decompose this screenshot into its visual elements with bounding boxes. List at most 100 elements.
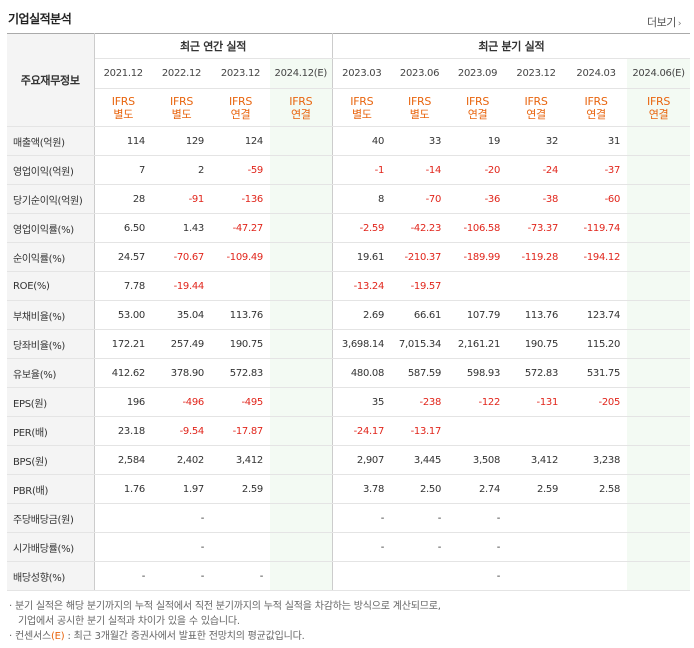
- row-label: PER(배): [7, 416, 95, 446]
- value-cell: 115.20: [565, 329, 628, 359]
- row-label: 당기순이익(억원): [7, 184, 95, 214]
- value-cell: 190.75: [507, 329, 566, 359]
- table-row: 당기순이익(억원) 28 -91 -136 8 -70 -36 -38 -60: [7, 184, 691, 214]
- value-cell: -47.27: [211, 213, 270, 243]
- value-cell: [565, 271, 628, 301]
- accounting-standard-header: IFRS 연결: [507, 88, 566, 127]
- value-cell: -: [152, 532, 211, 562]
- value-cell: -: [391, 532, 449, 562]
- accounting-standard-header: IFRS 연결: [211, 88, 270, 127]
- table-row: 당좌비율(%) 172.21 257.49 190.75 3,698.14 7,015.3…: [7, 329, 691, 359]
- table-row: PER(배) 23.18 -9.54 -17.87 -24.17 -13.17: [7, 416, 691, 446]
- value-cell: [627, 271, 691, 301]
- value-cell: 480.08: [332, 358, 392, 388]
- row-header-label: 주요재무정보: [7, 33, 95, 127]
- value-cell: [627, 445, 691, 475]
- value-cell: -70: [391, 184, 449, 214]
- value-cell: [627, 416, 691, 446]
- more-link[interactable]: 더보기 ›: [647, 14, 682, 30]
- value-cell: 2,584: [94, 445, 152, 475]
- more-link-label: 더보기: [647, 16, 676, 29]
- value-cell: 1.76: [94, 474, 152, 504]
- value-cell: [627, 358, 691, 388]
- value-cell: 2.74: [448, 474, 508, 504]
- value-cell: -: [448, 532, 508, 562]
- row-label: 영업이익(억원): [7, 155, 95, 185]
- value-cell: [627, 213, 691, 243]
- value-cell: -70.67: [152, 242, 211, 272]
- value-cell: -36: [448, 184, 508, 214]
- value-cell: -19.44: [152, 271, 211, 301]
- value-cell: 23.18: [94, 416, 152, 446]
- value-cell: -20: [448, 155, 508, 185]
- value-cell: -37: [565, 155, 628, 185]
- value-cell: -496: [152, 387, 211, 417]
- value-cell: -: [448, 503, 508, 533]
- row-label: 부채비율(%): [7, 300, 95, 330]
- value-cell: -17.87: [211, 416, 270, 446]
- value-cell: -24.17: [332, 416, 392, 446]
- table-row: ROE(%) 7.78 -19.44 -13.24 -19.57: [7, 271, 691, 301]
- value-cell: [565, 532, 628, 562]
- value-cell: [270, 329, 333, 359]
- row-label: 시가배당률(%): [7, 532, 95, 562]
- accounting-standard-header: IFRS 별도: [152, 88, 211, 127]
- value-cell: 6.50: [94, 213, 152, 243]
- value-cell: [627, 155, 691, 185]
- value-cell: 35: [332, 387, 392, 417]
- accounting-standard-header: IFRS 연결: [565, 88, 628, 127]
- value-cell: -42.23: [391, 213, 449, 243]
- period-header: 2024.12(E): [270, 58, 333, 89]
- value-cell: 1.43: [152, 213, 211, 243]
- standard-name: IFRS: [170, 94, 193, 108]
- standard-name: IFRS: [584, 94, 608, 108]
- value-cell: -194.12: [565, 242, 628, 272]
- note-consensus: · 컨센서스(E) : 최근 3개월간 증권사에서 발표한 전망치의 평균값입니…: [9, 629, 305, 644]
- value-cell: 572.83: [507, 358, 566, 388]
- value-cell: [270, 213, 333, 243]
- period-row: 2021.12 2022.12 2023.12 2024.12(E) 2023.03 20…: [7, 58, 691, 89]
- table-row: BPS(원) 2,584 2,402 3,412 2,907 3,445 3,508 3,41…: [7, 445, 691, 475]
- value-cell: -189.99: [448, 242, 508, 272]
- value-cell: [270, 271, 333, 301]
- note-consensus-prefix: · 컨센서스: [9, 631, 51, 642]
- consolidation-type: 연결: [586, 107, 606, 121]
- value-cell: 24.57: [94, 242, 152, 272]
- standard-name: IFRS: [111, 94, 135, 108]
- value-cell: 2,402: [152, 445, 211, 475]
- value-cell: [270, 561, 333, 591]
- value-cell: -: [211, 561, 270, 591]
- value-cell: 3,698.14: [332, 329, 392, 359]
- row-label: PBR(배): [7, 474, 95, 504]
- value-cell: [627, 503, 691, 533]
- consolidation-type: 별도: [113, 107, 134, 121]
- value-cell: [507, 416, 566, 446]
- value-cell: [391, 561, 449, 591]
- value-cell: 2,161.21: [448, 329, 508, 359]
- value-cell: [565, 561, 628, 591]
- row-label: 매출액(억원): [7, 126, 95, 156]
- value-cell: [270, 387, 333, 417]
- value-cell: -: [152, 561, 211, 591]
- value-cell: [507, 561, 566, 591]
- table-row: PBR(배) 1.76 1.97 2.59 3.78 2.50 2.74 2.59 2.58: [7, 474, 691, 504]
- row-label: 영업이익률(%): [7, 213, 95, 243]
- value-cell: [270, 503, 333, 533]
- chevron-right-icon: ›: [677, 19, 682, 29]
- value-cell: 3,412: [211, 445, 270, 475]
- row-label: 배당성향(%): [7, 561, 95, 591]
- value-cell: -119.74: [565, 213, 628, 243]
- value-cell: [627, 329, 691, 359]
- value-cell: 107.79: [448, 300, 508, 330]
- value-cell: 2.59: [507, 474, 566, 504]
- value-cell: [211, 503, 270, 533]
- value-cell: -495: [211, 387, 270, 417]
- value-cell: [565, 503, 628, 533]
- value-cell: 28: [94, 184, 152, 214]
- value-cell: [627, 184, 691, 214]
- standard-name: IFRS: [408, 94, 432, 108]
- value-cell: [507, 532, 566, 562]
- value-cell: -60: [565, 184, 628, 214]
- row-label: 순이익률(%): [7, 242, 95, 272]
- value-cell: 113.76: [507, 300, 566, 330]
